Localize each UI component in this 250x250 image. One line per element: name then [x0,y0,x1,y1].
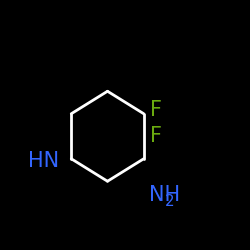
Text: NH: NH [149,185,180,205]
Text: HN: HN [28,151,59,171]
Text: 2: 2 [165,194,174,210]
Text: F: F [150,100,162,120]
Text: F: F [150,126,162,146]
